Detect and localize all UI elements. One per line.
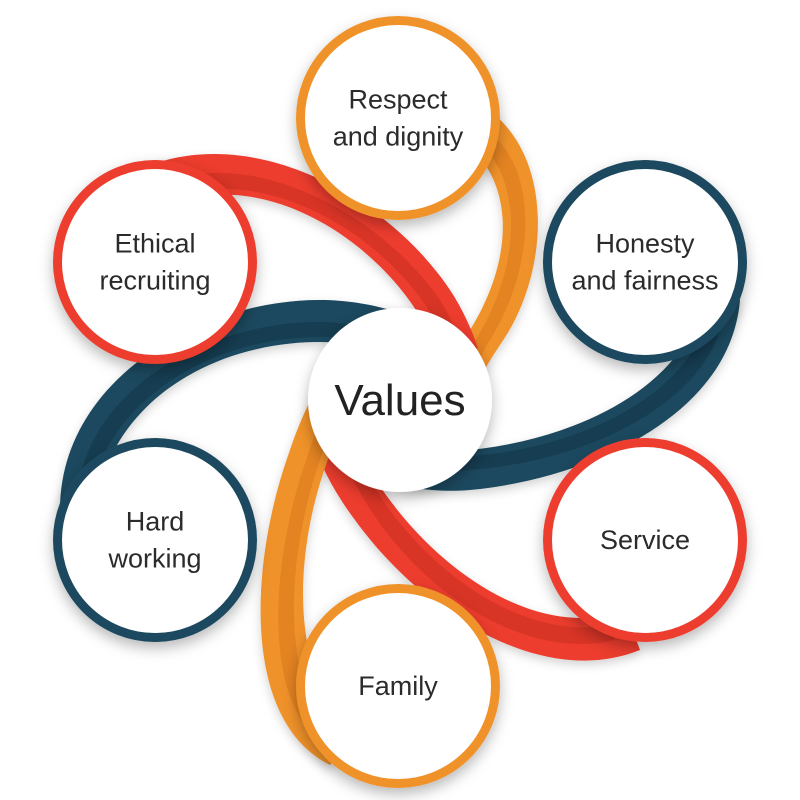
node-honesty-label-line: and fairness	[571, 266, 718, 296]
node-service-label-line: Service	[600, 525, 690, 555]
node-ethical-circle	[53, 160, 257, 364]
center-node: Values	[308, 308, 492, 492]
node-honesty-label-line: Honesty	[595, 229, 695, 259]
node-respect: Respect and dignity	[296, 16, 500, 220]
node-family-label-line: Family	[358, 671, 438, 701]
node-family-circle	[296, 584, 500, 788]
node-ethical-label-line: Ethical	[114, 229, 195, 259]
node-service-circle	[543, 438, 747, 642]
node-hard-working-label-line: Hard	[126, 507, 185, 537]
value-nodes: Respect and dignity Honesty and fairness Ser…	[53, 16, 747, 788]
node-respect-label-line: and dignity	[333, 122, 464, 152]
node-hard-working: Hard working	[53, 438, 257, 642]
center-label: Values	[334, 376, 465, 425]
node-hard-working-label-line: working	[107, 544, 201, 574]
node-respect-circle	[296, 16, 500, 220]
node-honesty: Honesty and fairness	[543, 160, 747, 364]
node-service: Service	[543, 438, 747, 642]
node-ethical-label-line: recruiting	[99, 266, 210, 296]
ribbon-service-shade	[342, 452, 615, 644]
ribbon-family-shade	[278, 388, 348, 740]
ribbon-ethical-shade	[170, 172, 464, 356]
center-circle	[308, 308, 492, 492]
node-honesty-circle	[543, 160, 747, 364]
node-family: Family	[296, 584, 500, 788]
node-hard-working-circle	[53, 438, 257, 642]
node-ethical: Ethical recruiting	[53, 160, 257, 364]
node-respect-label-line: Respect	[348, 85, 448, 115]
